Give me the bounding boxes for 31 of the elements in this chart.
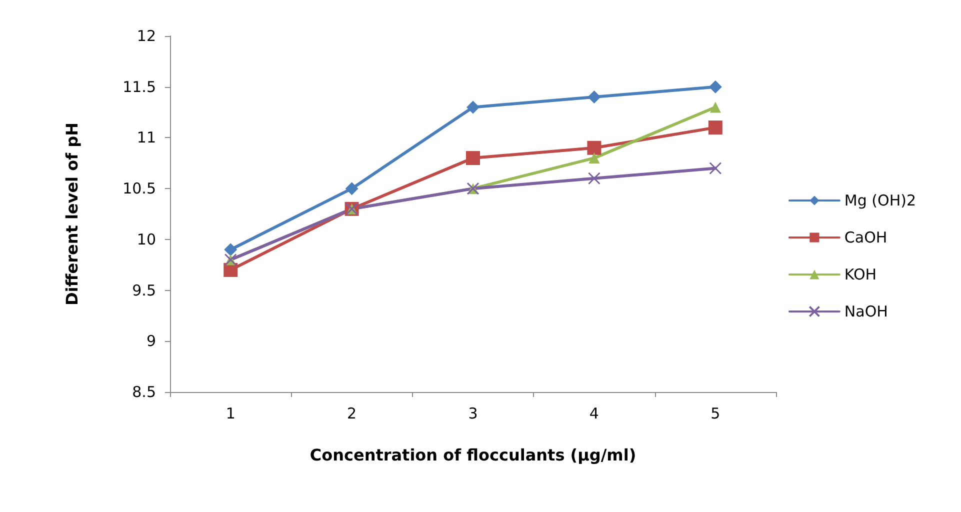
x-tick-label: 4 — [589, 404, 599, 422]
point — [587, 140, 602, 155]
y-tick-label: 9.5 — [132, 281, 156, 300]
legend-label: NaOH — [844, 302, 888, 320]
y-tick-label: 11 — [136, 128, 156, 147]
legend-label: KOH — [844, 266, 877, 284]
point — [708, 120, 722, 135]
point — [224, 243, 238, 256]
x-tick-label: 5 — [710, 404, 720, 422]
point — [708, 80, 722, 94]
point — [345, 182, 358, 196]
point — [588, 90, 601, 104]
point — [588, 152, 600, 164]
legend-label: CaOH — [844, 228, 888, 246]
point — [710, 102, 721, 113]
point — [466, 100, 480, 114]
y-tick-label: 9 — [146, 332, 156, 350]
y-tick-label: 11.5 — [122, 78, 156, 96]
point — [588, 172, 600, 185]
x-axis-title: Concentration of flocculants (µg/ml) — [310, 446, 636, 464]
point — [709, 162, 722, 174]
point — [466, 151, 480, 166]
legend-label: Mg (OH)2 — [844, 192, 916, 210]
y-tick-label: 10.5 — [122, 180, 156, 198]
y-axis-title: Different level of pH — [62, 122, 82, 306]
y-tick-label: 10 — [136, 230, 156, 248]
x-tick-label: 3 — [468, 404, 478, 422]
x-tick-label: 2 — [347, 404, 357, 422]
x-tick-label: 1 — [226, 404, 236, 422]
y-tick-label: 8.5 — [132, 383, 156, 401]
y-tick-label: 12 — [136, 27, 156, 45]
